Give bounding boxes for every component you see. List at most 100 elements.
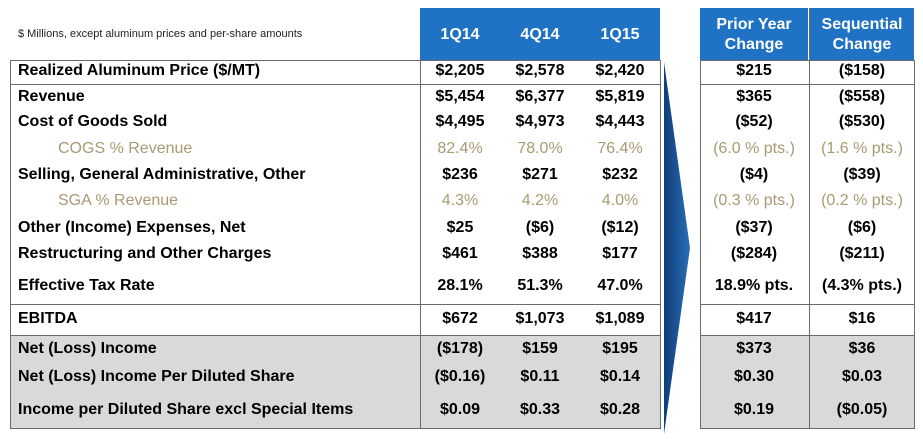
table-row: SGA % Revenue 4.3% 4.2% 4.0% (0.3 % pts.) (0.… [0,188,923,214]
quarter-value: $5,454 [435,88,485,105]
sequential-change-value: $36 [848,340,876,357]
sequential-change-value: $0.03 [841,368,883,385]
quarter-value: 82.4% [437,140,483,157]
quarter-value: 51.3% [517,277,563,294]
sequential-change-value: ($6) [847,219,877,236]
sequential-change-value: ($0.05) [836,401,888,418]
quarter-value: ($178) [436,340,484,357]
quarter-value: $0.28 [599,401,641,418]
quarter-value: ($6) [525,219,555,236]
sequential-label: Sequential [821,15,903,33]
table-row: EBITDA $672 $1,073 $1,089 $417 $16 [0,306,923,332]
sequential-change-value: $16 [848,310,876,327]
table-row: Selling, General Administrative, Other $2… [0,162,923,188]
quarter-value: ($12) [601,219,639,236]
quarter-value: $672 [442,310,478,327]
quarter-value: $0.33 [519,401,561,418]
row-divider [10,304,661,305]
quarter-value: 76.4% [597,140,643,157]
column-header-prior-year-change: Prior Year Change [700,8,808,61]
prior-year-label: Prior Year [716,15,792,33]
right-table-frame [700,60,915,429]
units-note: $ Millions, except aluminum prices and p… [18,28,303,40]
quarter-value: $25 [446,219,474,236]
quarter-value: $5,819 [595,88,645,105]
quarter-value: $159 [522,340,558,357]
sequential-change-value: ($558) [838,88,886,105]
quarter-value: $4,973 [515,113,565,130]
table-row: Cost of Goods Sold $4,495 $4,973 $4,443 ($52… [0,109,923,135]
table-row: Net (Loss) Income Per Diluted Share ($0.1… [0,364,923,390]
quarter-value: $6,377 [515,88,565,105]
prior-year-change-value: $0.19 [733,401,775,418]
prior-year-change-value: $0.30 [733,368,775,385]
quarter-value: $0.14 [599,368,641,385]
quarter-value: 4.0% [601,192,639,209]
row-label: Selling, General Administrative, Other [18,166,306,183]
column-header-1q15: 1Q15 [580,8,660,61]
prior-year-change-value: (0.3 % pts.) [713,192,795,209]
prior-year-change-value: 18.9% pts. [714,277,794,294]
prior-year-change-value: ($52) [735,113,773,130]
prior-year-change-value: ($37) [735,219,773,236]
sequential-change-value: ($39) [843,166,881,183]
table-row: Other (Income) Expenses, Net $25 ($6) ($12)… [0,215,923,241]
column-divider [809,8,810,429]
left-shaded-band [10,336,660,428]
quarter-value: $1,073 [515,310,565,327]
row-label: Restructuring and Other Charges [18,245,272,262]
sequential-change-value: ($211) [839,245,885,262]
quarter-value: $177 [602,245,638,262]
row-label: Net (Loss) Income Per Diluted Share [18,368,295,385]
quarter-value: $1,089 [595,310,645,327]
row-divider [700,304,915,305]
prior-year-change-value: (6.0 % pts.) [713,140,795,157]
column-header-1q14: 1Q14 [420,8,500,61]
row-label: COGS % Revenue [58,140,193,157]
quarter-value: 78.0% [517,140,563,157]
prior-year-change-value: $417 [736,310,772,327]
quarter-value: $195 [602,340,638,357]
quarter-value: $2,578 [515,62,565,79]
prior-year-change-label: Change [724,35,784,53]
table-row: Realized Aluminum Price ($/MT) $2,205 $2,5… [0,58,923,84]
row-divider [700,84,915,85]
row-label: Income per Diluted Share excl Special It… [18,401,354,418]
prior-year-change-value: $365 [736,88,772,105]
column-divider [420,60,421,429]
column-header-4q14: 4Q14 [500,8,580,61]
quarter-value: $388 [522,245,558,262]
sequential-change-value: (4.3% pts.) [821,277,902,294]
table-row: Restructuring and Other Charges $461 $388 $… [0,241,923,267]
quarter-value: ($0.16) [434,368,486,385]
table-row: Income per Diluted Share excl Special It… [0,397,923,423]
prior-year-change-value: ($284) [730,245,778,262]
quarter-value: $4,495 [435,113,485,130]
sequential-change-value: ($530) [838,113,886,130]
quarter-value: $0.09 [439,401,481,418]
quarter-value: $4,443 [595,113,645,130]
quarter-value: 47.0% [597,277,643,294]
row-label: Cost of Goods Sold [18,113,168,130]
row-divider [700,335,915,336]
prior-year-change-value: $373 [736,340,772,357]
table-row: Effective Tax Rate 28.1% 51.3% 47.0% 18.9% p… [0,273,923,299]
row-label: Effective Tax Rate [18,277,155,294]
quarter-value: $271 [522,166,558,183]
row-label: Revenue [18,88,85,105]
sequential-change-value: (0.2 % pts.) [821,192,903,209]
quarter-value: $0.11 [520,368,560,385]
row-divider [10,335,661,336]
arrow-right-icon [664,62,690,434]
sequential-change-value: (1.6 % pts.) [821,140,903,157]
prior-year-change-value: ($4) [739,166,769,183]
quarter-value: $236 [442,166,478,183]
quarter-value: $232 [602,166,638,183]
quarter-value: 4.2% [521,192,559,209]
table-row: Revenue $5,454 $6,377 $5,819 $365 ($558) [0,84,923,110]
row-label: SGA % Revenue [58,192,179,209]
left-table-frame [10,60,661,429]
row-divider [10,84,661,85]
sequential-change-label: Change [832,35,892,53]
row-label: EBITDA [18,310,78,327]
